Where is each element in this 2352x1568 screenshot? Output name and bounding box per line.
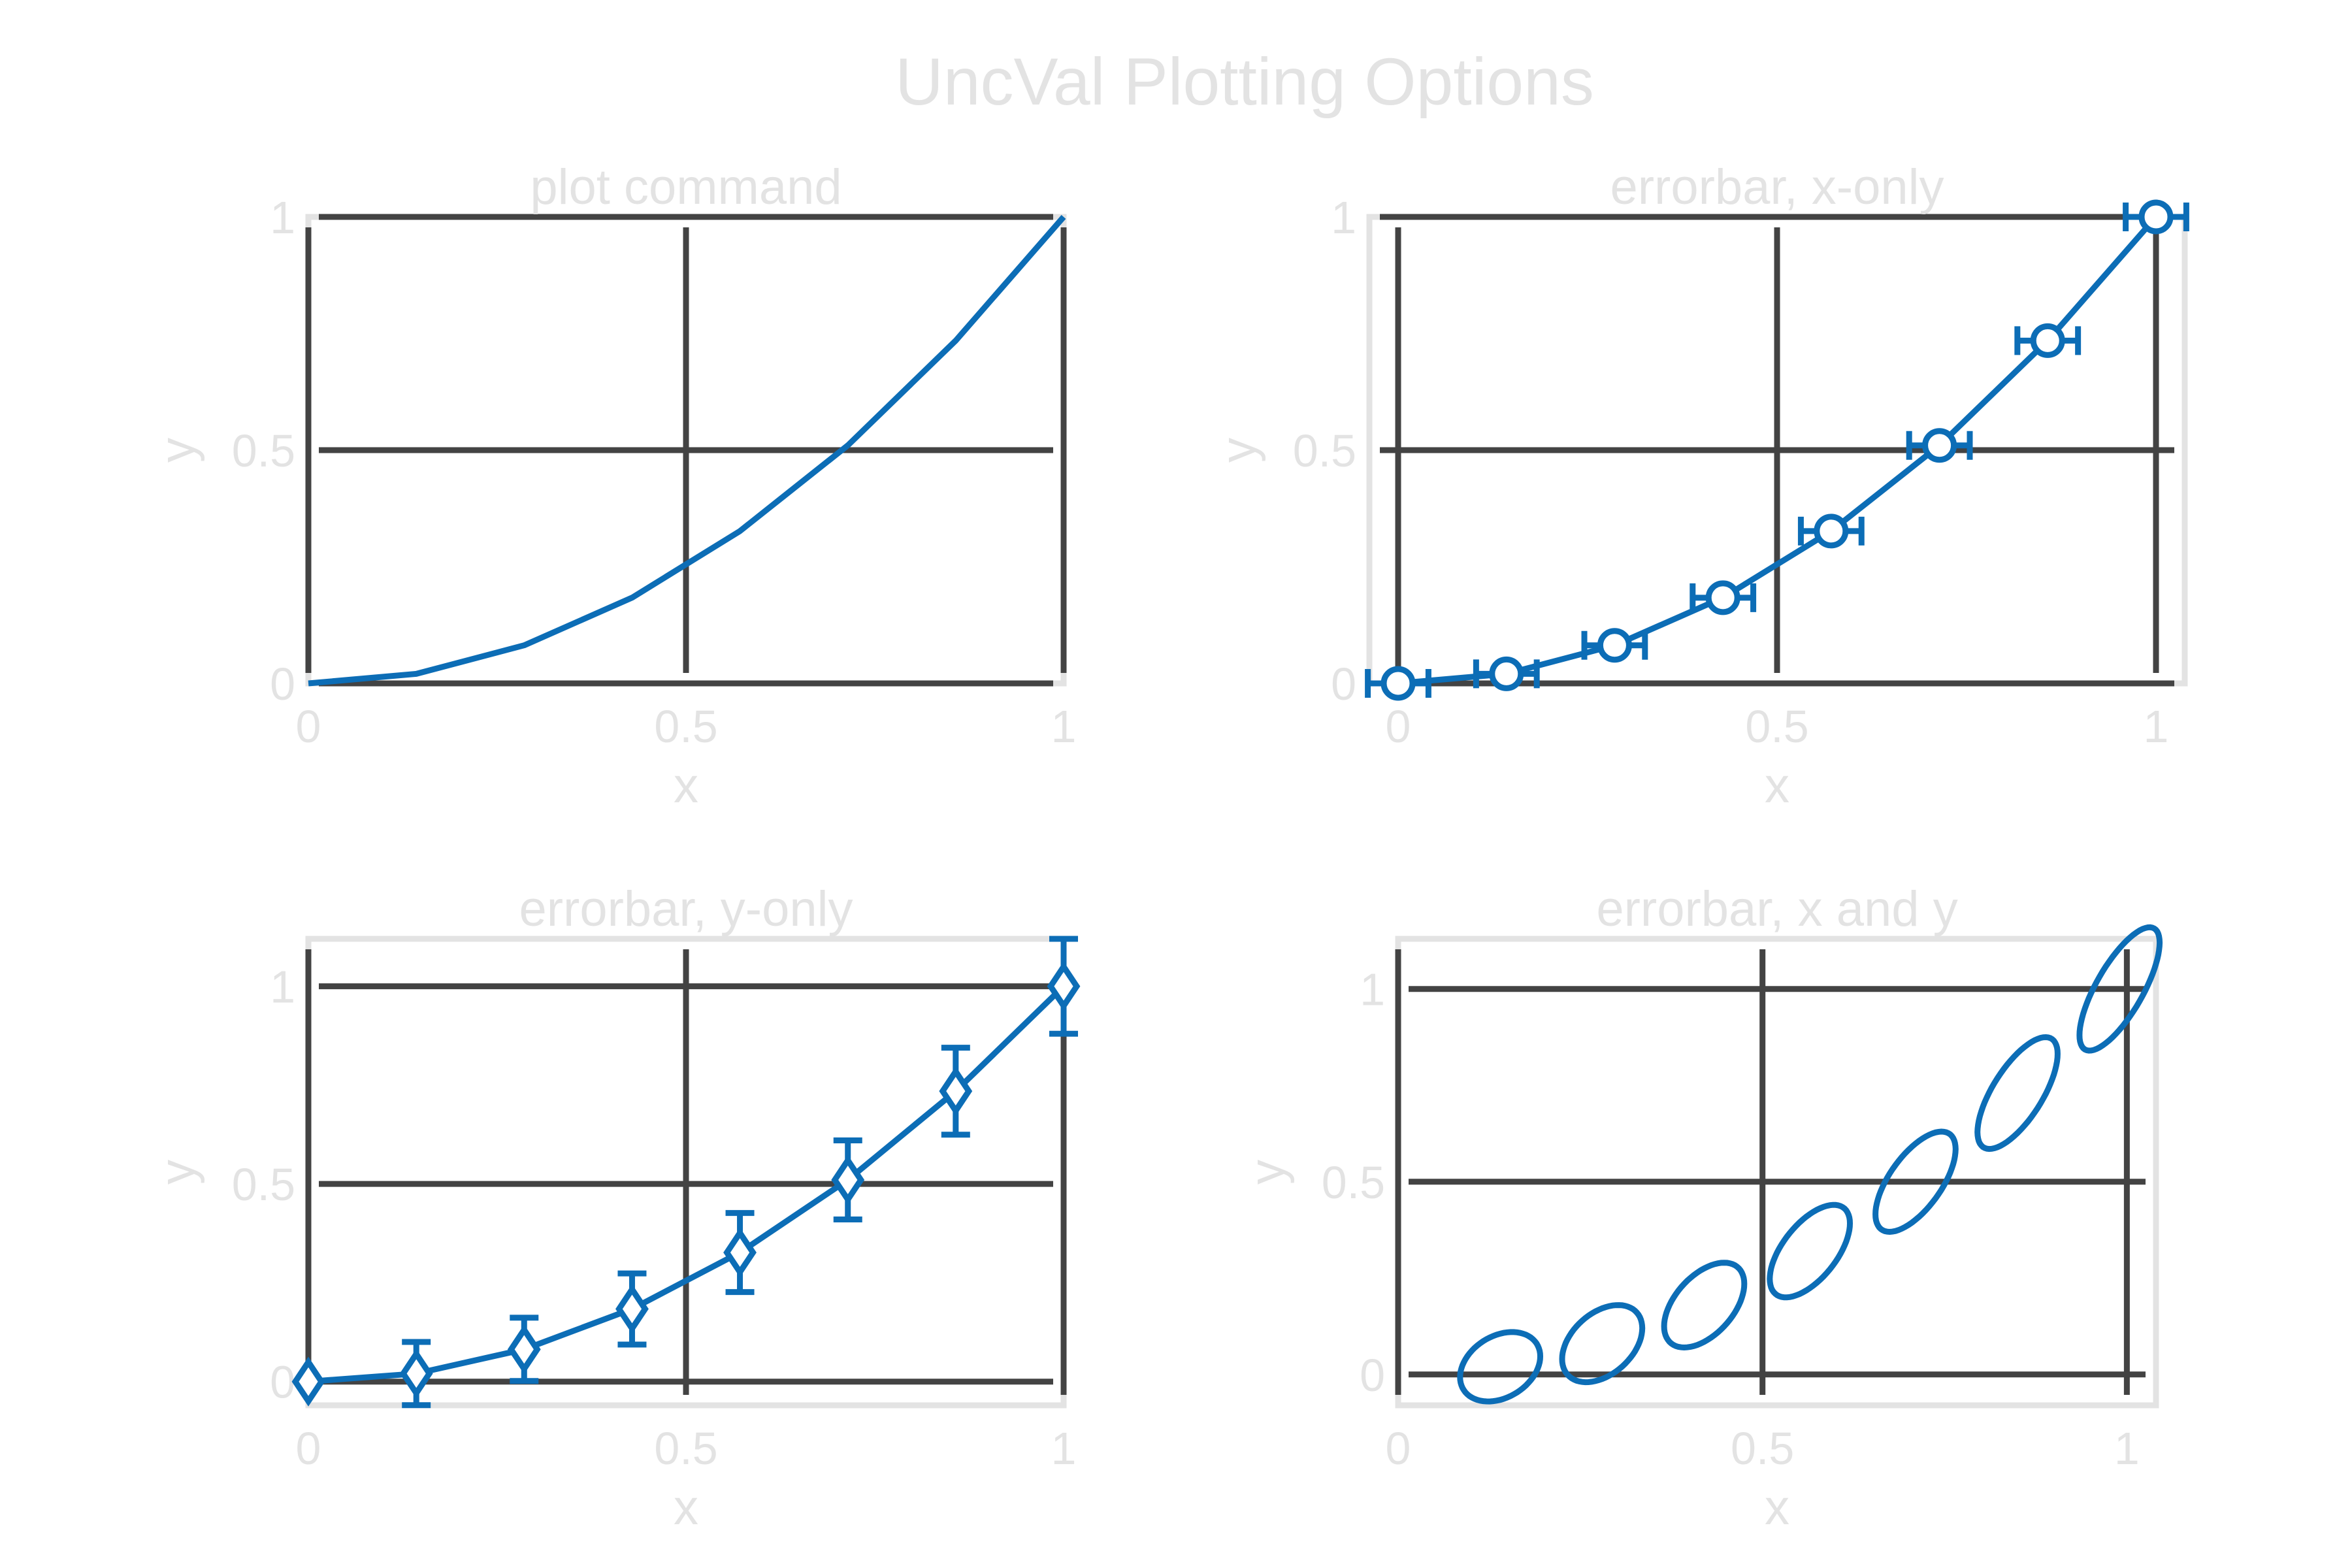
x-tick-label: 0 xyxy=(296,1423,321,1474)
uncertainty-ellipse xyxy=(1974,1034,2061,1152)
chart-title: errorbar, x-only xyxy=(1610,159,1944,215)
x-tick-label: 0.5 xyxy=(1745,701,1808,752)
x-axis-label: x xyxy=(674,758,698,813)
x-tick-label: 1 xyxy=(2114,1423,2140,1474)
y-axis-label: y xyxy=(1239,1160,1295,1184)
y-tick-label: 0.5 xyxy=(1293,425,1356,476)
series-line xyxy=(308,984,1066,1385)
chart-panel-1: 0 0.5 1 0 0.5 1 x y plot command xyxy=(150,159,1076,813)
x-tick-label: 0.5 xyxy=(1731,1423,1794,1474)
data-point xyxy=(291,1356,325,1407)
uncertainty-ellipse xyxy=(1661,1260,1748,1351)
x-tick-label: 1 xyxy=(1051,701,1077,752)
uncertainty-ellipse xyxy=(1457,1329,1544,1405)
x-tick-label: 1 xyxy=(1051,1423,1077,1474)
data-point xyxy=(2138,199,2174,235)
x-axis-label: x xyxy=(674,1480,698,1535)
y-tick-label: 0 xyxy=(270,1357,295,1408)
data-point xyxy=(615,1284,649,1334)
y-tick-label: 0.5 xyxy=(232,1159,295,1210)
y-tick-label: 0.5 xyxy=(232,425,295,476)
data-series xyxy=(1457,924,2163,1405)
chart-title: errorbar, y-only xyxy=(519,881,853,937)
data-point xyxy=(1922,428,1957,463)
data-point xyxy=(1047,961,1081,1011)
axes-frame xyxy=(1395,936,2159,1409)
series-line xyxy=(308,215,1066,687)
data-point xyxy=(831,1154,865,1205)
y-tick-label: 1 xyxy=(1360,964,1385,1015)
figure-title: UncVal Plotting Options xyxy=(895,44,1594,119)
y-tick-label: 0 xyxy=(1331,659,1356,710)
data-point xyxy=(507,1324,541,1375)
y-tick-label: 1 xyxy=(1331,192,1356,243)
data-point xyxy=(1814,514,1849,549)
data-series xyxy=(308,215,1066,687)
data-point xyxy=(1705,580,1740,615)
y-tick-label: 0 xyxy=(1360,1350,1385,1401)
chart-title: plot command xyxy=(530,159,841,215)
gridlines xyxy=(1380,214,2174,687)
gridlines xyxy=(305,949,1067,1395)
x-tick-label: 0.5 xyxy=(654,1423,717,1474)
chart-panel-4: 0 0.5 1 0 0.5 1 x y errorbar, x and y xyxy=(1239,881,2163,1535)
data-point xyxy=(1380,666,1416,701)
y-axis-label: y xyxy=(150,1160,205,1184)
y-axis-label: y xyxy=(150,438,205,463)
chart-title: errorbar, x and y xyxy=(1596,881,1957,937)
x-tick-label: 1 xyxy=(2144,701,2169,752)
y-tick-label: 0 xyxy=(270,659,295,710)
x-tick-label: 0 xyxy=(1386,1423,1411,1474)
data-series xyxy=(1365,199,2189,701)
y-tick-label: 0.5 xyxy=(1322,1157,1385,1208)
y-tick-label: 1 xyxy=(270,962,295,1013)
uncertainty-ellipse xyxy=(2076,924,2163,1054)
data-point xyxy=(939,1066,973,1117)
data-point xyxy=(2030,323,2065,358)
x-axis-label: x xyxy=(1765,758,1789,813)
x-tick-label: 0 xyxy=(296,701,321,752)
data-point xyxy=(399,1348,433,1399)
y-tick-label: 1 xyxy=(270,192,295,243)
chart-panel-2: 0 0.5 1 0 0.5 1 x y errorbar, x-only xyxy=(1211,159,2189,813)
data-series xyxy=(291,936,1081,1409)
uncertainty-ellipse xyxy=(1872,1128,1959,1235)
series-line xyxy=(1397,215,2159,687)
data-point xyxy=(1489,656,1524,691)
x-tick-label: 0 xyxy=(1386,701,1411,752)
y-axis-label: y xyxy=(1211,438,1266,463)
gridlines xyxy=(305,214,1067,687)
x-axis-label: x xyxy=(1765,1480,1789,1535)
uncertainty-ellipse xyxy=(1559,1302,1646,1386)
data-point xyxy=(1597,628,1632,663)
chart-panel-3: 0 0.5 1 0 0.5 1 x y errorbar, y-only xyxy=(150,881,1081,1535)
data-point xyxy=(723,1228,757,1278)
uncertainty-ellipse xyxy=(1767,1201,1854,1301)
x-tick-label: 0.5 xyxy=(654,701,717,752)
